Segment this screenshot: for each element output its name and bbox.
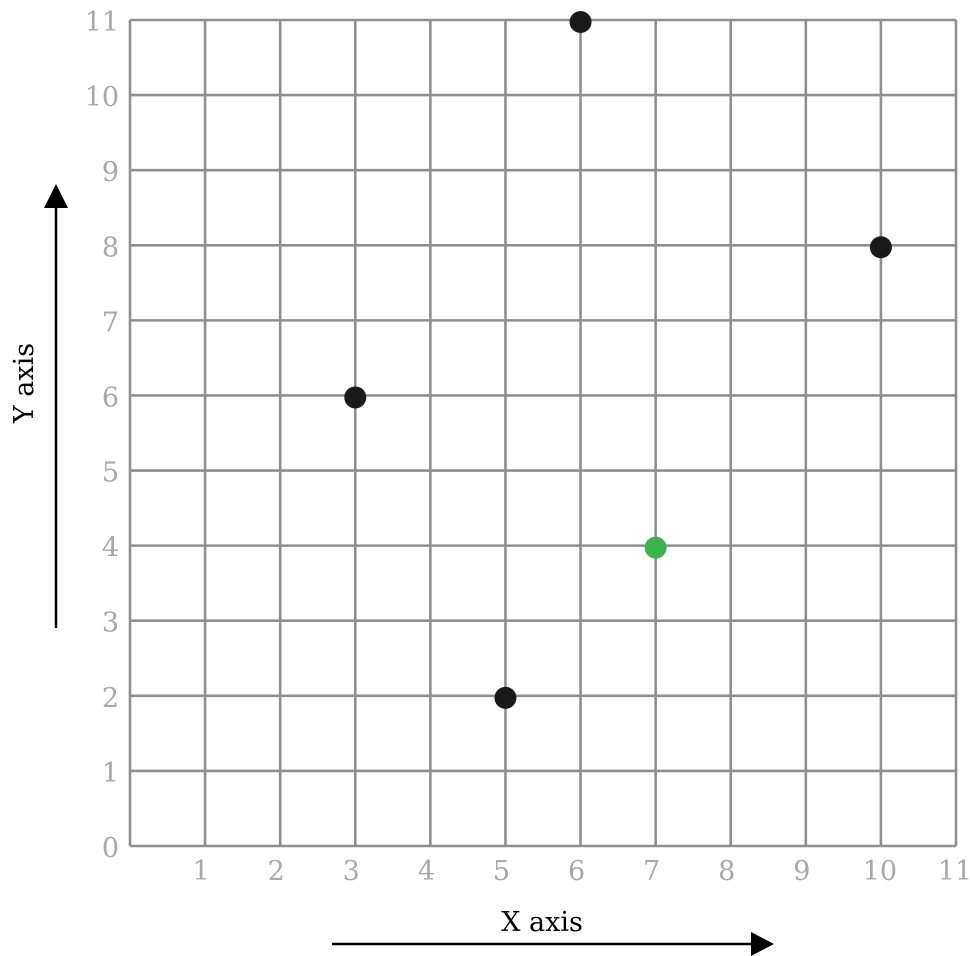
data-point (569, 11, 592, 33)
x-tick-label: 3 (343, 856, 360, 887)
y-tick-label: 3 (102, 608, 119, 639)
grid (128, 18, 958, 848)
y-tick-label: 2 (102, 683, 119, 714)
y-tick-label: 1 (102, 758, 119, 789)
y-tick-label: 6 (102, 382, 119, 413)
x-tick-label: 1 (192, 856, 209, 887)
x-axis-title: X axis (501, 907, 583, 938)
x-tick-label: 2 (268, 856, 285, 887)
x-tick-labels: 1 2 3 4 5 6 7 8 9 10 11 (192, 856, 970, 887)
y-tick-label: 11 (85, 7, 119, 38)
data-point (644, 536, 667, 559)
x-tick-label: 7 (643, 856, 660, 887)
x-tick-label: 8 (718, 856, 735, 887)
data-point (869, 236, 892, 259)
x-axis-arrow-head (751, 932, 774, 956)
x-tick-label: 9 (793, 856, 810, 887)
y-tick-label: 8 (102, 232, 119, 263)
data-points (344, 11, 892, 709)
y-tick-label: 7 (102, 307, 119, 338)
y-tick-label: 0 (102, 833, 119, 864)
y-axis-arrow-head (44, 184, 68, 208)
data-point (494, 686, 517, 709)
x-tick-label: 4 (418, 856, 435, 887)
y-tick-label: 5 (102, 458, 119, 489)
x-tick-label: 11 (938, 856, 970, 887)
x-tick-label: 10 (863, 856, 897, 887)
y-axis-title: Y axis (9, 343, 40, 424)
y-tick-labels: 0 1 2 3 4 5 6 7 8 9 10 11 (85, 7, 119, 864)
data-point (344, 386, 367, 409)
y-tick-label: 4 (102, 533, 119, 564)
x-tick-label: 6 (568, 856, 585, 887)
x-tick-label: 5 (493, 856, 510, 887)
y-tick-label: 9 (102, 157, 119, 188)
y-tick-label: 10 (85, 82, 119, 113)
